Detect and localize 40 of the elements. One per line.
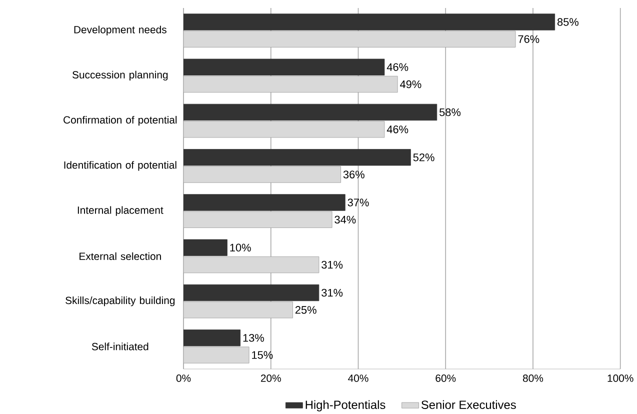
data-label: 52% xyxy=(413,153,434,162)
data-label: 10% xyxy=(230,244,251,252)
y-tick-label: Succession planning xyxy=(72,70,168,80)
bar xyxy=(184,76,398,92)
data-label: 37% xyxy=(348,198,369,206)
data-label: 13% xyxy=(243,334,264,342)
data-label: 58% xyxy=(440,108,461,116)
y-tick-label: Development needs xyxy=(74,26,166,36)
bar xyxy=(184,346,250,364)
data-label: 31% xyxy=(322,288,343,296)
legend-label: Senior Executives xyxy=(421,400,516,409)
data-label: 85% xyxy=(557,18,578,26)
bar xyxy=(184,166,341,183)
x-tick-label: 100% xyxy=(608,374,634,382)
y-tick-label: Skills/capability building xyxy=(66,296,175,306)
y-tick-label: Confirmation of potential xyxy=(64,116,177,126)
y-tick-label: Identification of potential xyxy=(64,160,176,171)
x-tick-label: 60% xyxy=(436,374,456,382)
x-tick-label: 80% xyxy=(522,374,544,382)
legend-label: High-Potentials xyxy=(306,400,386,412)
data-label: 15% xyxy=(252,351,273,359)
y-tick-label: Self-initiated xyxy=(92,342,148,350)
data-label: 46% xyxy=(386,125,408,134)
bar xyxy=(184,301,293,318)
y-tick-label: External selection xyxy=(80,252,161,260)
data-label: 49% xyxy=(400,80,422,88)
data-label: 34% xyxy=(334,216,356,224)
y-tick-label: Internal placement xyxy=(78,206,164,216)
x-tick-label: 0% xyxy=(176,374,191,382)
bar xyxy=(184,256,320,273)
bar xyxy=(184,120,385,138)
bar xyxy=(184,211,332,228)
data-label: 76% xyxy=(518,35,540,43)
data-label: 36% xyxy=(343,170,364,178)
bar xyxy=(184,30,516,48)
x-tick-label: 40% xyxy=(348,374,368,382)
data-label: 46% xyxy=(386,63,408,71)
data-label: 25% xyxy=(295,306,316,314)
x-tick-label: 20% xyxy=(260,374,281,382)
data-label: 31% xyxy=(322,260,343,268)
